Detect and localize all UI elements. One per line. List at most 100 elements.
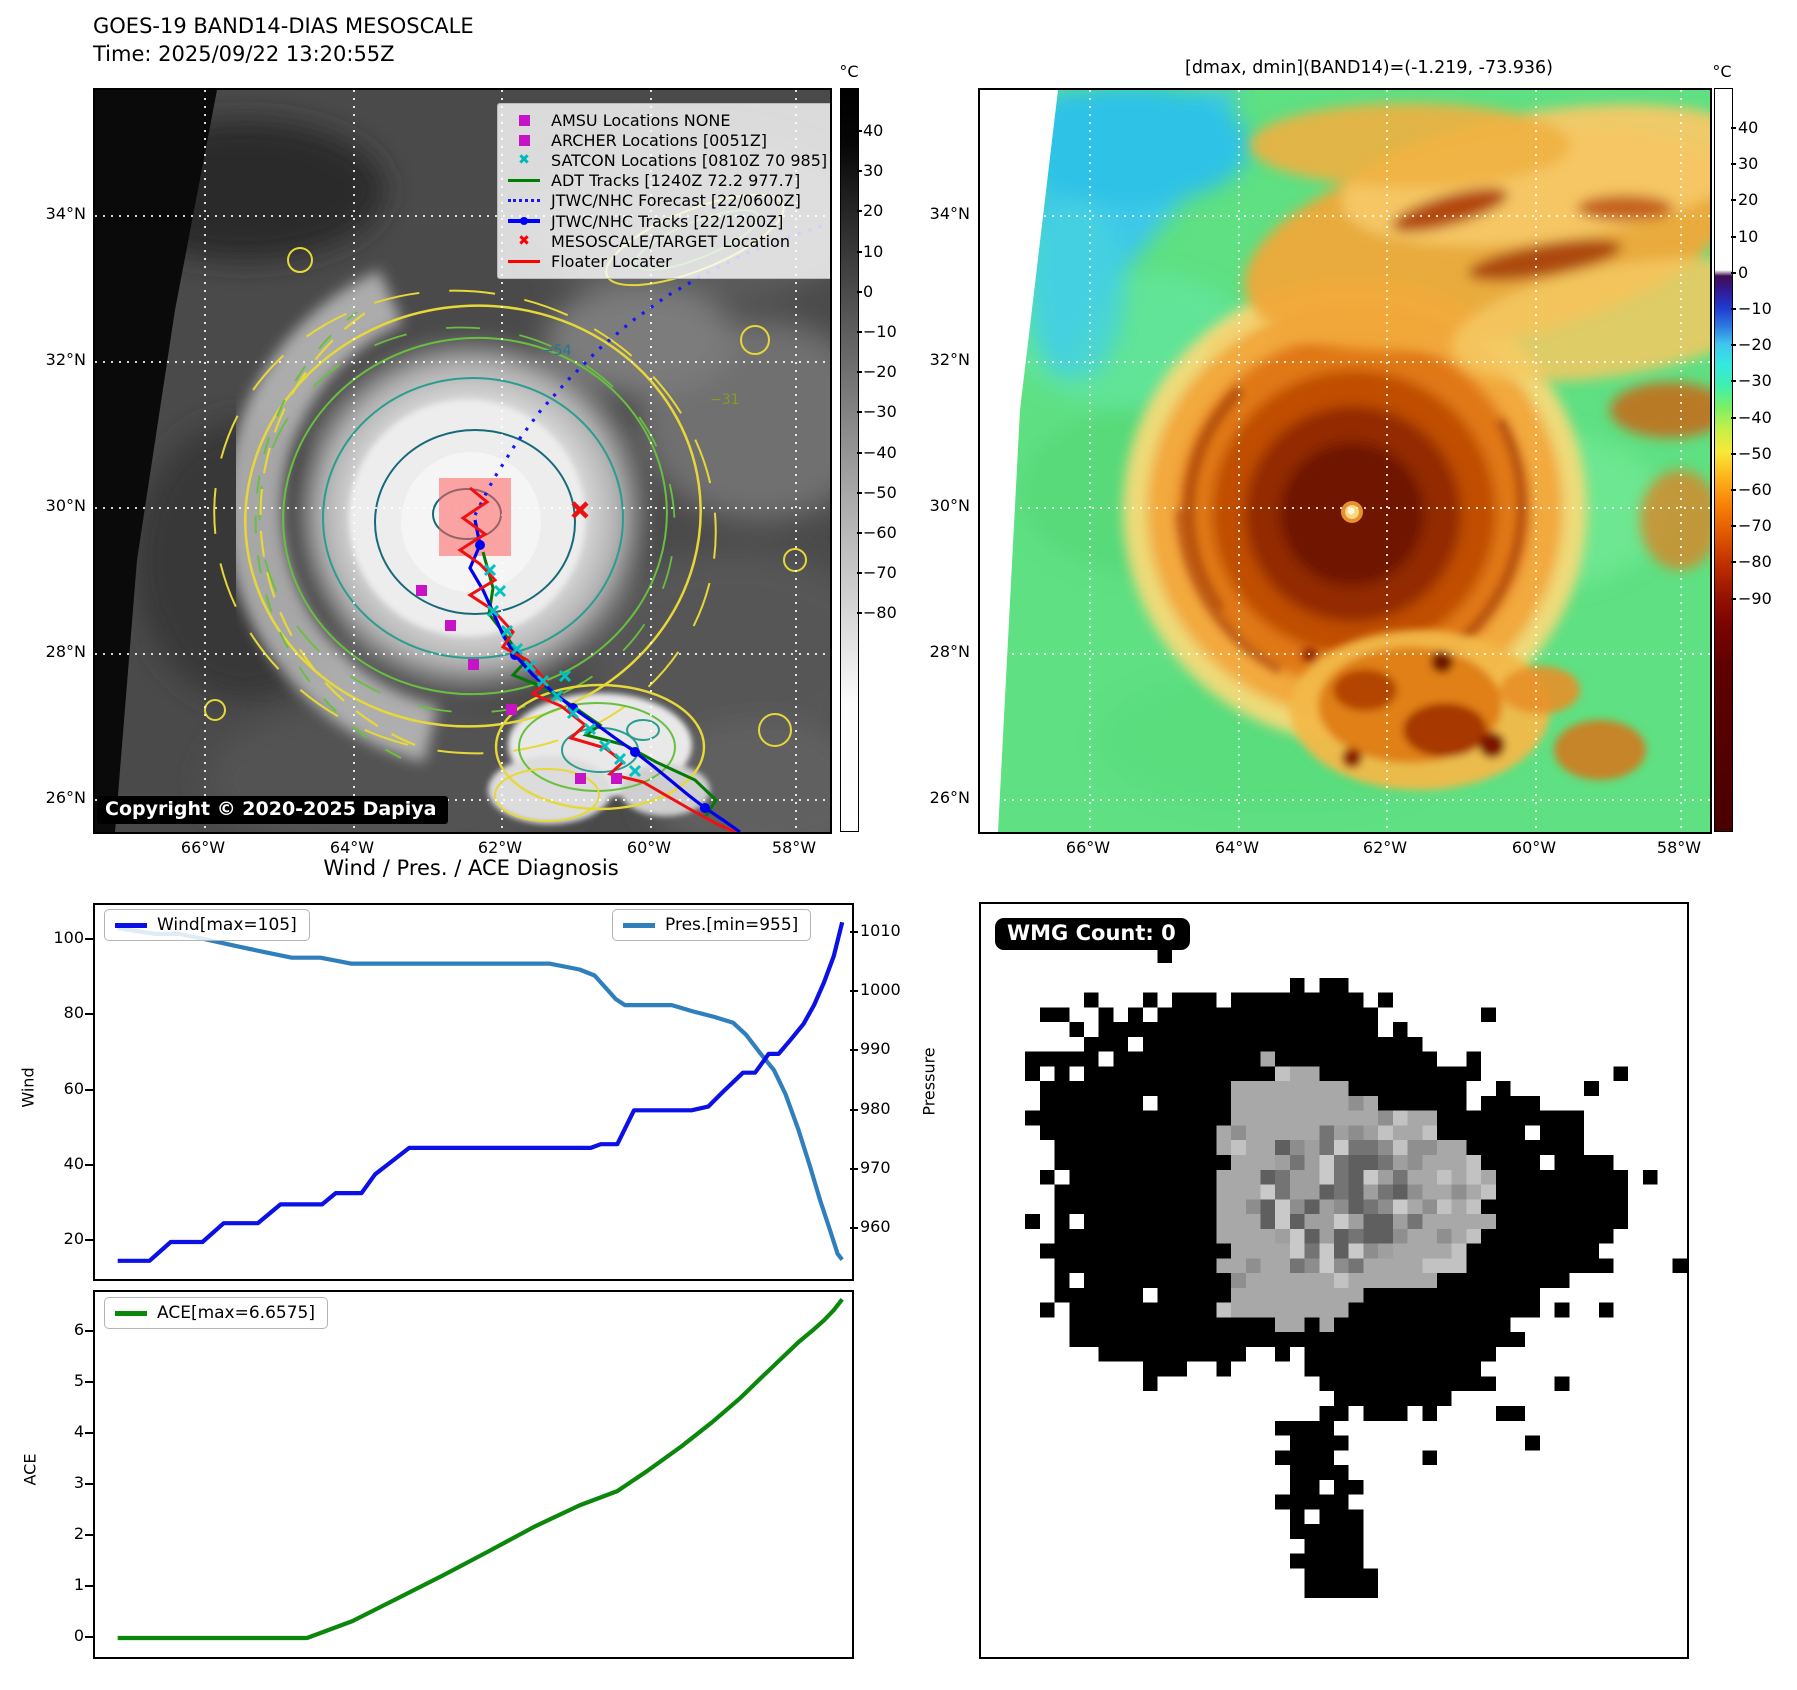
lat-label: 34°N (929, 204, 970, 223)
colorbar-tickmark (857, 290, 862, 293)
goes-ir-map: −54 −31 AMSU Locations NONE ARCHER Locati… (93, 88, 832, 834)
ace-tickmark (85, 1534, 93, 1536)
contour-label-31: −31 (710, 392, 740, 408)
wmg-pixel-map (1025, 948, 1687, 1598)
pressure-legend: Pres.[min=955] (612, 909, 812, 941)
colorbar-tick: −30 (863, 402, 897, 422)
pressure-tickmark (850, 1227, 858, 1230)
lat-label: 34°N (45, 204, 86, 223)
ace-tickmark (85, 1381, 93, 1383)
colorbar-tickmark (857, 572, 862, 575)
lon-label: 66°W (1065, 838, 1111, 857)
colorbar-tick: 0 (1738, 262, 1749, 282)
Wind[max=105]-line (117, 921, 845, 1263)
legend-label: AMSU Locations NONE (551, 110, 731, 130)
colorbar-tickmark (1731, 199, 1736, 202)
ace-axis-label: ACE (20, 1453, 40, 1486)
pressure-tick-label: 960 (860, 1217, 891, 1237)
archer-markers (416, 585, 622, 784)
colorbar-tick: 10 (863, 241, 884, 261)
wind-tickmark (85, 1088, 93, 1091)
swath-edge-wedge (95, 90, 217, 832)
pressure-tickmark (850, 990, 858, 993)
dotted-line-icon (508, 199, 540, 203)
line-icon (508, 259, 540, 264)
colorbar-tick: −20 (863, 362, 897, 382)
colorbar-tick: 10 (1738, 226, 1759, 246)
Pres.[min=955]-line (117, 926, 844, 1261)
colorbar-tick: −40 (1738, 407, 1772, 427)
colorbar-tickmark (1731, 452, 1736, 455)
lon-label: 58°W (1656, 838, 1702, 857)
ace-tick-label: 5 (73, 1371, 84, 1390)
ace-tickmark (85, 1330, 93, 1332)
colorbar-tickmark (1731, 525, 1736, 528)
colorbar-tickmark (1731, 561, 1736, 564)
ace-chart (93, 1290, 854, 1659)
pressure-tick-label: 980 (860, 1098, 891, 1118)
legend-label: MESOSCALE/TARGET Location (551, 231, 790, 251)
lon-label: 62°W (1362, 838, 1408, 857)
wind-legend-swatch (115, 922, 147, 928)
lon-label: 60°W (626, 838, 672, 857)
wmg-panel: WMG Count: 0 (979, 902, 1689, 1659)
wmg-count-badge: WMG Count: 0 (995, 918, 1190, 950)
colorbar-tickmark (857, 130, 862, 132)
colorbar-tick: 40 (863, 121, 884, 140)
colorbar-tickmark (1731, 344, 1736, 347)
x-legend-marker: ✖ (506, 234, 542, 248)
colorbar-tick: 0 (863, 281, 874, 301)
wind-tickmark (85, 1239, 93, 1241)
ace-tickmark (85, 1483, 93, 1485)
lat-label: 30°N (929, 496, 970, 515)
lat-label: 30°N (45, 496, 86, 515)
copyright-badge: Copyright © 2020-2025 Dapiya (97, 796, 449, 824)
line-icon (508, 178, 540, 183)
ace-tickmark (85, 1432, 93, 1434)
colorbar-tickmark (1731, 489, 1736, 491)
colorbar-tick: −90 (1738, 588, 1772, 608)
ace-tickmark (85, 1636, 93, 1638)
lon-label: 58°W (771, 838, 817, 857)
lon-label: 66°W (180, 838, 226, 857)
legend-row: ✖ SATCON Locations [0810Z 70 985] (506, 150, 828, 170)
wind-tickmark (85, 938, 93, 940)
contour-label-54: −54 (542, 343, 572, 359)
mesoscale-sector-box (439, 478, 511, 556)
colorbar-tickmark (857, 250, 862, 253)
square-icon (518, 114, 530, 126)
storm-eye (1341, 501, 1363, 523)
linedot-legend-marker (506, 216, 542, 225)
wind-tickmark (85, 1163, 93, 1166)
ace-legend-swatch (115, 1310, 147, 1316)
lat-label: 28°N (929, 642, 970, 661)
lat-label: 26°N (929, 788, 970, 807)
line-dot-icon (508, 216, 540, 225)
colorbar-tick: −80 (1738, 552, 1772, 572)
colorbar-tickmark (857, 451, 862, 454)
wind-axis-label: Wind (18, 1067, 38, 1108)
goes-timestamp: Time: 2025/09/22 13:20:55Z (93, 42, 395, 66)
wind-tick-label: 20 (63, 1229, 84, 1248)
pressure-tickmark (850, 1108, 858, 1111)
legend-row: ADT Tracks [1240Z 72.2 977.7] (506, 171, 828, 191)
wind-legend: Wind[max=105] (104, 909, 310, 941)
enhanced-colorbar (1714, 88, 1733, 832)
wind-tickmark (85, 1013, 93, 1016)
ace-tick-label: 3 (73, 1473, 84, 1492)
square-icon (518, 134, 530, 146)
legend-row: JTWC/NHC Tracks [22/1200Z] (506, 211, 828, 231)
pressure-tick-label: 970 (860, 1157, 891, 1177)
ace-tickmark (85, 1585, 93, 1587)
square-legend-marker (506, 134, 542, 146)
lat-label: 28°N (45, 642, 86, 661)
pressure-tickmark (850, 931, 858, 933)
map-legend: AMSU Locations NONE ARCHER Locations [005… (497, 103, 830, 279)
wind-tick-label: 80 (63, 1003, 84, 1023)
legend-label: JTWC/NHC Forecast [22/0600Z] (551, 191, 801, 211)
ACE[max=6.6575]-line (117, 1298, 844, 1641)
ace-tick-label: 4 (73, 1422, 84, 1441)
colorbar-tick: −10 (863, 322, 897, 341)
colorbar-tick: −40 (863, 442, 897, 462)
goes-colorbar (840, 88, 859, 832)
